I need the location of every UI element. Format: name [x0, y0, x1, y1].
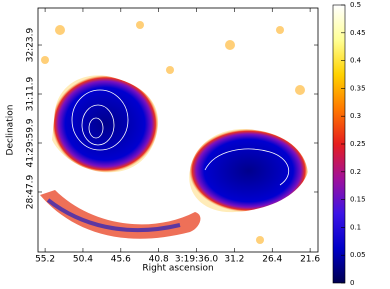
x-tick-label: 55.2	[35, 255, 55, 265]
colorbar-tick-label: 0	[350, 279, 354, 287]
x-tick-label: 45.6	[111, 255, 131, 265]
noise-spots	[41, 21, 305, 244]
emission-region	[189, 129, 308, 213]
y-tick-label: 41:29:59.9	[26, 118, 36, 167]
map-image	[38, 8, 318, 252]
y-tick-label: 31:11.9	[26, 76, 36, 111]
colorbar-tick-label: 0.5	[350, 1, 361, 9]
colorbar-tick-label: 0.05	[350, 251, 366, 259]
colorbar-tick-label: 0.1	[350, 223, 361, 231]
emission-arc	[40, 190, 201, 239]
x-tick-label: 21.6	[300, 255, 320, 265]
y-axis-label: Declination	[6, 105, 16, 156]
x-tick-label: 40.8	[149, 255, 169, 265]
x-tick-label: 50.4	[73, 255, 93, 265]
colorbar-tick-label: 0.4	[350, 57, 362, 65]
x-tick-label: 3:19:36.0	[175, 255, 219, 265]
colorbar-tick-label: 0.25	[350, 140, 366, 148]
y-tick-label: 32:23.9	[26, 27, 36, 62]
colorbar-tick-label: 0.3	[350, 112, 361, 120]
colorbar-tick-label: 0.45	[350, 29, 366, 37]
x-axis-label: Right ascension	[142, 264, 213, 274]
colorbar-tick-label: 0.15	[350, 196, 366, 204]
contours	[71, 89, 290, 186]
emission-arc	[46, 198, 181, 233]
colorbar-tick-label: 0.2	[350, 168, 361, 176]
x-tick-label: 31.2	[224, 255, 244, 265]
y-tick-label: 28:47.9	[26, 174, 36, 209]
plot-frame	[37, 7, 319, 253]
emission-region	[52, 75, 159, 173]
colorbar-tick-label: 0.35	[350, 84, 366, 92]
x-tick-label: 26.4	[262, 255, 282, 265]
